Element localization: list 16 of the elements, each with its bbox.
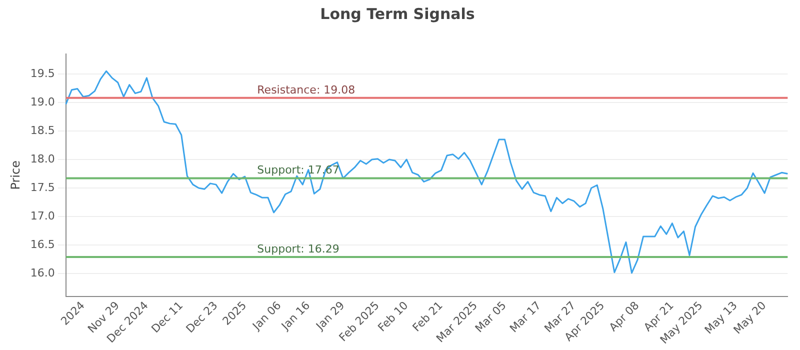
y-axis-title: Price <box>8 160 22 190</box>
y-tick-label: 18.0 <box>30 152 55 166</box>
y-tick-label: 17.0 <box>30 209 55 222</box>
x-tick-label: Dec 11 <box>148 298 186 336</box>
chart-title: Long Term Signals <box>320 4 475 23</box>
y-tick-label: 17.5 <box>30 180 55 194</box>
x-tick-label: Apr 08 <box>606 298 642 334</box>
x-tick-label: Dec 23 <box>184 298 220 336</box>
y-tick-label: 19.5 <box>30 66 55 80</box>
x-tick-label: Mar 17 <box>507 298 544 336</box>
ref-line-label: Support: 16.29 <box>257 242 340 256</box>
ref-line-label: Resistance: 19.08 <box>257 83 356 96</box>
y-tick-label: 16.5 <box>30 238 55 251</box>
y-tick-label: 18.5 <box>30 124 55 137</box>
y-tick-label: 16.0 <box>30 266 55 280</box>
y-tick-label: 19.0 <box>30 95 55 108</box>
